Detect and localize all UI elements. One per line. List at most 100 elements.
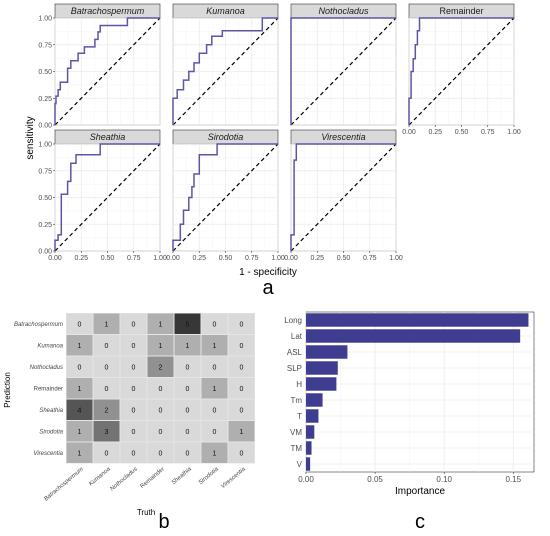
cm-cell-value: 0	[132, 407, 136, 414]
cm-cell	[201, 399, 228, 420]
imp-bar-long	[306, 313, 529, 327]
cm-cell	[66, 442, 93, 463]
imp-bar-asl	[306, 345, 348, 359]
y-tick-label: 1.00	[38, 16, 52, 23]
reference-diagonal	[54, 143, 161, 252]
cm-cell-value: 1	[159, 343, 163, 350]
cm-cell	[93, 335, 120, 356]
cm-cell-value: 0	[132, 386, 136, 393]
cm-prediction-label: Sirodotia	[39, 429, 63, 435]
cm-cell	[66, 313, 93, 334]
cm-cell-value: 0	[105, 450, 109, 457]
imp-x-tick-label: 0.00	[298, 475, 314, 484]
x-tick-label: 0.25	[192, 255, 206, 262]
cm-cell-value: 0	[240, 321, 244, 328]
cm-cell-value: 1	[105, 321, 109, 328]
x-tick-label: 0.00	[284, 255, 298, 262]
x-tick-label: 0.75	[245, 255, 259, 262]
imp-category-label: V	[297, 460, 303, 469]
cm-cell-value: 0	[78, 321, 82, 328]
cm-cell-value: 1	[186, 343, 190, 350]
cm-prediction-label: Batrachospermum	[14, 322, 63, 328]
roc-curve	[290, 143, 396, 251]
reference-diagonal	[408, 17, 515, 126]
cm-cell	[66, 356, 93, 377]
x-tick-label: 0.50	[101, 255, 115, 262]
cm-cell	[66, 399, 93, 420]
cm-cell-value: 5	[186, 321, 190, 328]
cm-cell	[93, 356, 120, 377]
cm-cell	[201, 378, 228, 399]
cm-cell	[147, 442, 174, 463]
imp-x-axis-title: Importance	[395, 486, 445, 497]
y-tick-label: 0.75	[38, 42, 52, 49]
cm-cell	[93, 442, 120, 463]
cm-cell-value: 0	[240, 450, 244, 457]
roc-facet-sheathia: Sheathia 0.00 0.25 0.50 0.75 1.00 0.00 0.25 0.50…	[38, 129, 167, 262]
roc-y-axis-title: sensitivity	[25, 116, 36, 159]
facet-strip-label: Remainder	[439, 6, 483, 16]
imp-x-tick-label: 0.15	[505, 475, 521, 484]
cm-cell-value: 2	[105, 407, 109, 414]
cm-cell-value: 1	[78, 386, 82, 393]
cm-cell	[228, 378, 255, 399]
cm-cell	[228, 356, 255, 377]
cm-cell-value: 0	[186, 386, 190, 393]
cm-prediction-label: Virescentia	[33, 451, 63, 457]
imp-category-label: SLP	[287, 364, 302, 373]
cm-cell	[120, 421, 147, 442]
cm-cell-value: 0	[159, 407, 163, 414]
cm-cell-value: 0	[105, 386, 109, 393]
panel-letter-c: c	[415, 511, 425, 533]
cm-truth-label: Sheathia	[171, 466, 194, 486]
cm-cell-value: 0	[132, 429, 136, 436]
cm-prediction-label: Sheathia	[39, 408, 63, 414]
cm-cell-value: 0	[159, 429, 163, 436]
cm-cell-value: 1	[159, 321, 163, 328]
x-tick-label: 0.50	[219, 255, 233, 262]
cm-cell-value: 0	[105, 343, 109, 350]
roc-curve	[408, 17, 514, 125]
cm-cell-value: 1	[213, 450, 217, 457]
cm-cell-value: 0	[159, 450, 163, 457]
cm-cell	[147, 378, 174, 399]
x-tick-label: 0.75	[127, 255, 141, 262]
cm-cell	[228, 313, 255, 334]
x-tick-label: 0.25	[74, 255, 88, 262]
imp-category-label: T	[297, 412, 302, 421]
cm-cell	[93, 313, 120, 334]
cm-cell-value: 0	[186, 364, 190, 371]
cm-cell-value: 0	[186, 450, 190, 457]
cm-x-axis-title: Truth	[137, 508, 155, 517]
cm-cell	[174, 442, 201, 463]
importance-panel: Long Lat ASL SLP H Tm T VM TM V 0.00 0.05 0.10 0.15	[284, 311, 535, 484]
imp-category-label: Lat	[291, 332, 303, 341]
cm-cell	[174, 421, 201, 442]
roc-facet-panel: Batrachospermum 0.00 0.25 0.50 0.75 1.00 Kuman…	[38, 3, 521, 262]
cm-truth-label: Kumanoa	[88, 466, 112, 488]
cm-cell-value: 0	[186, 429, 190, 436]
roc-facet-nothocladus: Nothocladus	[290, 3, 397, 126]
imp-bar-tm	[306, 393, 323, 407]
x-tick-label: 0.00	[402, 129, 416, 136]
cm-cell	[120, 378, 147, 399]
cm-cell-value: 1	[78, 429, 82, 436]
roc-facet-kumanoa: Kumanoa	[172, 3, 279, 126]
cm-cell	[93, 421, 120, 442]
roc-facet-remainder: Remainder 0.00 0.25 0.50 0.75 1.00	[402, 3, 521, 136]
cm-cell	[147, 313, 174, 334]
facet-strip-label: Kumanoa	[206, 6, 245, 16]
imp-bar-h	[306, 377, 337, 391]
roc-facet-virescentia: Virescentia 0.00 0.25 0.50 0.75 1.00	[284, 129, 403, 262]
cm-cell	[174, 356, 201, 377]
cm-cell	[120, 335, 147, 356]
cm-cell	[174, 335, 201, 356]
cm-cell-value: 0	[132, 321, 136, 328]
x-tick-label: 0.50	[337, 255, 351, 262]
cm-cell-value: 0	[105, 364, 109, 371]
x-tick-label: 1.00	[389, 255, 403, 262]
imp-category-label: H	[296, 380, 302, 389]
cm-truth-label: Sirodotia	[198, 466, 221, 486]
cm-cell	[120, 356, 147, 377]
